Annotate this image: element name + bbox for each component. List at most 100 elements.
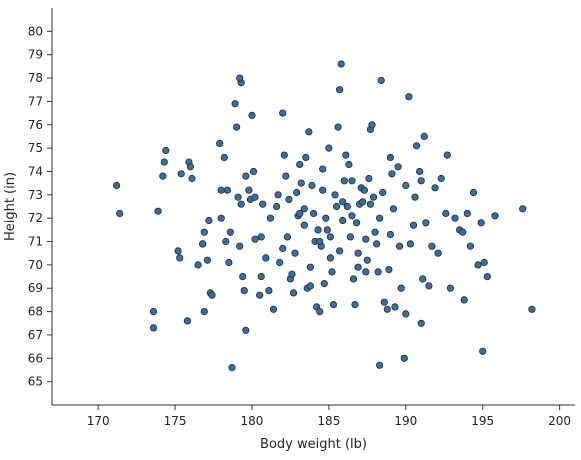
data-point	[326, 233, 334, 241]
data-point	[113, 181, 121, 190]
data-point	[331, 191, 339, 199]
data-point	[397, 284, 405, 292]
data-point	[225, 258, 233, 267]
data-point	[242, 172, 250, 180]
data-point	[205, 216, 213, 225]
data-point	[354, 249, 362, 257]
data-point	[322, 214, 330, 222]
data-point	[528, 305, 536, 313]
data-point	[234, 193, 242, 201]
data-point	[242, 326, 250, 334]
data-point	[519, 205, 527, 213]
data-point	[306, 263, 314, 271]
data-point	[279, 109, 287, 117]
data-point	[480, 258, 488, 267]
data-point	[309, 209, 318, 218]
data-point	[339, 198, 347, 206]
data-point	[269, 305, 278, 313]
data-point	[262, 254, 270, 262]
data-point	[297, 179, 305, 187]
data-point	[233, 123, 241, 131]
x-axis-label: Body weight (lb)	[260, 437, 367, 452]
data-point	[305, 128, 313, 136]
data-point	[366, 200, 374, 208]
data-point	[477, 219, 485, 227]
data-point	[383, 305, 391, 313]
data-point	[375, 214, 384, 222]
data-point	[199, 240, 207, 248]
data-point	[285, 195, 293, 204]
data-points	[113, 60, 536, 372]
data-point	[402, 181, 410, 190]
data-point	[283, 233, 291, 241]
data-point	[405, 93, 413, 101]
data-point	[335, 247, 344, 255]
data-point	[491, 212, 499, 220]
data-point	[296, 209, 304, 218]
data-point	[386, 230, 394, 239]
axes: 170 175 180 185 190 195 200 65 66 67 68 69 70 71 72 73 7…	[28, 8, 575, 428]
data-point	[183, 317, 191, 325]
x-tick-label: 200	[548, 414, 571, 428]
data-point	[434, 249, 442, 257]
y-tick-label: 75	[28, 141, 43, 155]
y-tick-label: 71	[28, 235, 43, 249]
data-point	[375, 361, 384, 369]
data-point	[380, 298, 388, 306]
data-point	[402, 310, 410, 318]
data-point	[419, 275, 427, 283]
data-point	[174, 247, 182, 255]
data-point	[314, 226, 322, 234]
data-point	[160, 158, 168, 166]
data-point	[292, 188, 301, 197]
data-point	[466, 242, 474, 250]
y-tick-label: 77	[28, 94, 43, 108]
data-point	[368, 121, 376, 129]
data-point	[272, 202, 281, 211]
y-tick-label: 78	[28, 71, 43, 85]
data-point	[391, 303, 399, 311]
data-point	[149, 324, 158, 332]
data-point	[328, 268, 336, 276]
data-point	[451, 214, 459, 222]
data-point	[220, 153, 228, 162]
data-point	[389, 205, 398, 213]
data-point	[422, 219, 430, 227]
data-point	[186, 163, 194, 171]
y-tick-label: 72	[28, 211, 43, 225]
data-point	[345, 160, 353, 169]
data-point	[323, 226, 331, 234]
x-tick-label: 195	[471, 414, 494, 428]
data-point	[236, 74, 244, 82]
data-point	[360, 186, 368, 194]
data-point	[326, 254, 334, 262]
data-point	[342, 151, 350, 159]
data-point	[417, 177, 425, 185]
data-point	[251, 235, 259, 243]
data-point	[280, 151, 288, 159]
data-point	[249, 167, 258, 176]
data-point	[474, 261, 482, 269]
data-point	[395, 242, 404, 250]
data-point	[177, 170, 185, 178]
data-point	[200, 307, 208, 316]
y-tick-label: 69	[28, 281, 43, 295]
data-point	[226, 228, 234, 236]
data-point	[352, 219, 361, 227]
data-point	[479, 347, 487, 355]
data-point	[240, 286, 248, 295]
data-point	[406, 240, 414, 248]
data-point	[354, 263, 362, 271]
data-point	[162, 146, 170, 155]
data-point	[289, 289, 298, 297]
data-point	[394, 163, 402, 171]
data-point	[385, 265, 393, 274]
data-point	[216, 139, 224, 147]
x-tick-label: 185	[317, 414, 340, 428]
data-point	[176, 254, 184, 262]
data-point	[443, 151, 451, 159]
data-point	[420, 132, 428, 140]
data-point	[362, 268, 370, 276]
data-point	[377, 76, 385, 85]
data-point	[359, 198, 367, 206]
